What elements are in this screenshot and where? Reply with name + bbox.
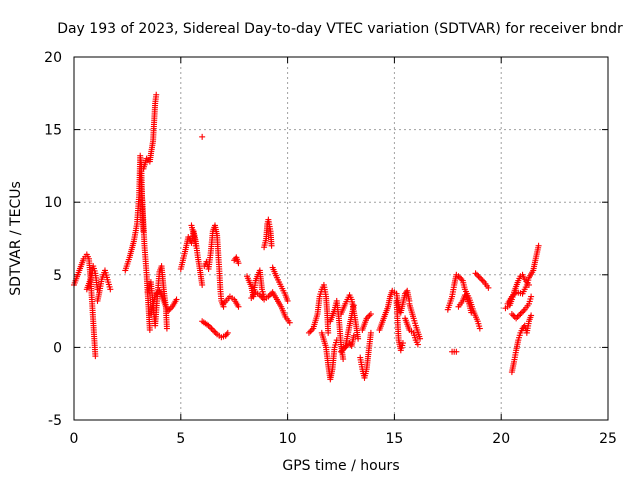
y-tick-label: 15 [44, 123, 62, 139]
y-tick-label: 0 [53, 340, 62, 356]
x-tick-label: 0 [70, 431, 79, 447]
data-point [367, 311, 374, 318]
data-point [173, 296, 180, 303]
data-point [163, 325, 170, 332]
data-point [153, 91, 160, 98]
x-tick-label: 25 [599, 431, 617, 447]
data-point [350, 332, 357, 339]
data-point [92, 353, 99, 360]
chart-title: Day 193 of 2023, Sidereal Day-to-day VTE… [57, 21, 623, 37]
data-point [224, 329, 231, 336]
data-point [367, 329, 374, 336]
x-tick-label: 20 [492, 431, 510, 447]
data-points [71, 91, 542, 383]
data-point [535, 242, 542, 249]
y-tick-label: 20 [44, 50, 62, 66]
data-point [192, 242, 199, 249]
data-point [340, 356, 347, 363]
y-axis-label: SDTVAR / TECUs [8, 181, 24, 296]
data-point [399, 340, 406, 347]
data-point [528, 293, 535, 300]
data-point [325, 329, 332, 336]
data-point [468, 309, 475, 316]
x-axis-ticks: 0 5 10 15 20 25 [70, 57, 617, 447]
y-tick-label: 10 [44, 195, 62, 211]
x-tick-label: 5 [176, 431, 185, 447]
x-tick-label: 15 [385, 431, 403, 447]
data-point [453, 348, 460, 355]
y-tick-label: -5 [48, 413, 62, 429]
x-tick-label: 10 [279, 431, 297, 447]
x-axis-label: GPS time / hours [282, 458, 399, 474]
y-tick-label: 5 [53, 268, 62, 284]
data-point [235, 260, 242, 267]
data-point [235, 303, 242, 310]
data-point [199, 133, 206, 140]
data-point [107, 286, 114, 293]
data-point [284, 297, 291, 304]
data-point [199, 281, 206, 288]
data-point [485, 284, 492, 291]
data-point [286, 319, 293, 326]
data-point [528, 312, 535, 319]
grid-lines [74, 57, 608, 420]
data-point [355, 335, 362, 342]
data-point [417, 335, 424, 342]
plot-frame [73, 56, 609, 421]
data-point [414, 341, 421, 348]
data-point [268, 242, 275, 249]
data-point [476, 325, 483, 332]
data-point [350, 302, 357, 309]
data-point [146, 326, 153, 333]
